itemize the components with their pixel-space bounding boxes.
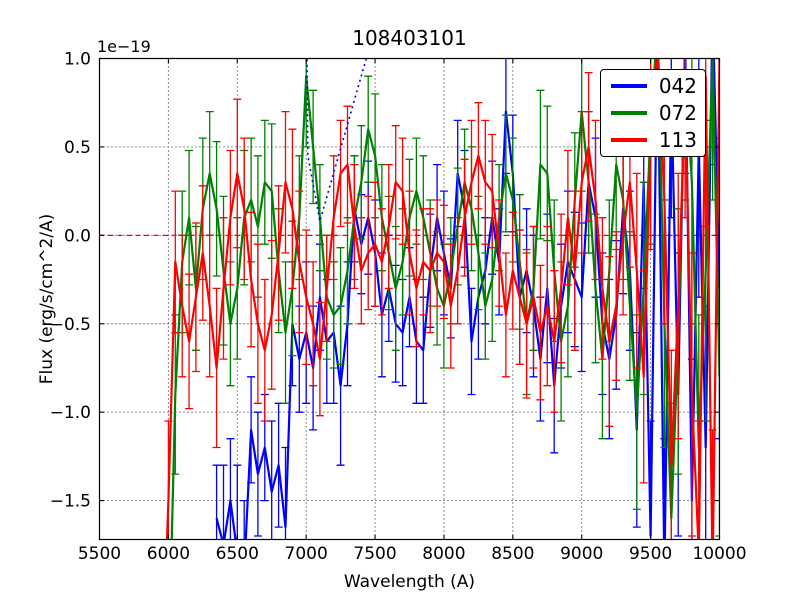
legend-entry: 042 [601,72,705,99]
x-tick-labels: 5500 6000 6500 7000 7500 8000 8500 9000 9500 1000… [78,544,747,564]
plot-border [98,57,721,541]
svg-text:−1.0: −1.0 [50,403,91,423]
chart-title: 108403101 [352,26,467,50]
legend-line-swatch-072 [611,110,647,115]
legend: 042 072 113 [600,69,706,157]
svg-text:7000: 7000 [285,544,328,564]
legend-entry-label: 113 [658,128,697,153]
svg-text:0.0: 0.0 [64,226,91,246]
svg-text:0.5: 0.5 [64,138,91,158]
axis-ticks [98,57,721,540]
y-offset-label: 1e−19 [97,37,151,56]
svg-text:6000: 6000 [147,544,190,564]
svg-text:9000: 9000 [560,544,603,564]
data-layers [99,58,720,540]
y-tick-labels: 1.0 0.5 0.0 −0.5 −1.0 −1.5 [50,50,91,512]
legend-entry: 113 [601,127,705,154]
svg-text:5500: 5500 [78,544,121,564]
svg-text:−0.5: −0.5 [50,315,91,335]
legend-line-swatch-042 [611,83,647,88]
legend-entry-label: 042 [658,73,697,98]
svg-text:7500: 7500 [353,544,396,564]
masked-region-line-042 [306,58,368,222]
legend-entry: 072 [601,99,705,126]
svg-text:8500: 8500 [491,544,534,564]
x-axis-label: Wavelength (A) [344,572,475,592]
svg-text:10000: 10000 [692,544,746,564]
legend-entry-label: 072 [658,100,697,125]
svg-text:−1.5: −1.5 [50,492,91,512]
y-axis-label: Flux (erg/s/cm^2/A) [37,214,57,385]
legend-line-swatch-113 [611,138,647,143]
svg-text:8000: 8000 [422,544,465,564]
svg-text:9500: 9500 [629,544,672,564]
svg-text:6500: 6500 [216,544,259,564]
series-line-113 [165,58,720,540]
svg-text:1.0: 1.0 [64,50,91,70]
